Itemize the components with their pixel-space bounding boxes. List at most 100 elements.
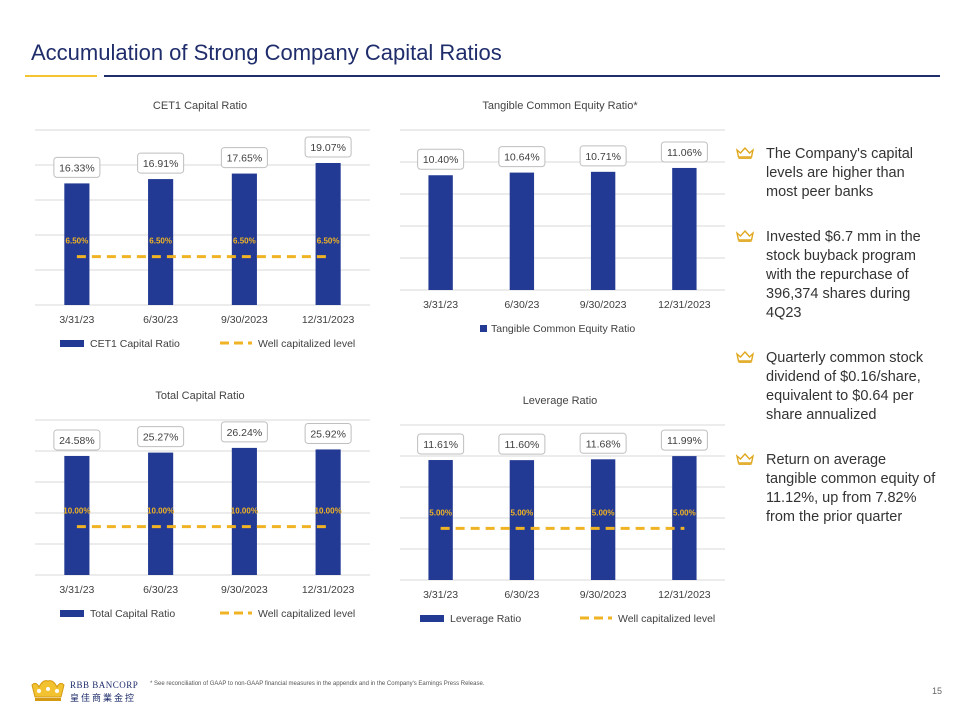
x-tick-label: 6/30/23 [504, 299, 539, 311]
chart-title: Total Capital Ratio [155, 390, 244, 402]
x-tick-label: 6/30/23 [143, 584, 178, 596]
data-label-box [304, 422, 352, 444]
bar [590, 171, 616, 290]
chart-svg: Tangible Common Equity Ratio* 10.40% 3/31/… [400, 100, 725, 335]
key-point-text: Invested $6.7 mm in the stock buyback pr… [766, 229, 921, 321]
crown-icon [736, 147, 754, 159]
data-label-box [53, 156, 101, 178]
key-point: Quarterly common stock dividend of $0.16… [736, 349, 940, 425]
bar [231, 447, 257, 575]
leverage-chart: Leverage Ratio 11.61% 3/31/23 11.60% 6/30/23… [390, 390, 730, 645]
data-label-box [137, 152, 185, 174]
data-label: 10.64% [504, 152, 540, 164]
bar [672, 167, 697, 290]
x-tick-label: 3/31/23 [423, 589, 458, 601]
crown-icon [736, 351, 754, 363]
bar [64, 183, 90, 305]
logo-crown-icon [31, 680, 65, 701]
data-label-box [220, 421, 268, 443]
tce-chart: Tangible Common Equity Ratio* 10.40% 3/31/… [390, 95, 730, 350]
bar [428, 175, 453, 290]
data-label-box [137, 426, 185, 448]
title-divider-rule [104, 75, 940, 77]
footnote: * See reconciliation of GAAP to non-GAAP… [150, 681, 485, 687]
crown-icon [736, 230, 754, 242]
key-points-list: The Company's capital levels are higher … [736, 145, 940, 553]
key-point-text: The Company's capital levels are higher … [766, 146, 914, 200]
data-label-box [579, 432, 627, 454]
threshold-label: 10.00% [147, 507, 174, 516]
company-logo: RBB BANCORP 皇佳商業金控 [30, 678, 150, 704]
legend-label: Well capitalized level [258, 338, 355, 350]
threshold-label: 10.00% [231, 507, 258, 516]
data-label: 11.68% [586, 438, 621, 450]
bar [509, 460, 535, 580]
data-label-box [417, 433, 465, 455]
data-label: 25.92% [310, 428, 346, 440]
data-label-box [660, 141, 708, 163]
legend-swatch-bar [60, 340, 84, 347]
data-label-box [53, 429, 101, 451]
chart-title: CET1 Capital Ratio [153, 100, 247, 112]
legend-swatch-bar [480, 325, 487, 332]
x-tick-label: 3/31/23 [59, 314, 94, 326]
threshold-label: 5.00% [673, 508, 696, 517]
data-label-box [660, 429, 708, 451]
data-label: 25.27% [143, 432, 179, 444]
legend-label: Total Capital Ratio [90, 608, 175, 620]
chart-svg: CET1 Capital Ratio 16.33% 3/31/23 16.91% 6/3… [35, 100, 370, 350]
logo-text-zh: 皇佳商業金控 [70, 693, 137, 703]
x-tick-label: 12/31/2023 [658, 589, 711, 601]
logo-text-en: RBB BANCORP [70, 680, 139, 690]
threshold-label: 5.00% [511, 508, 534, 517]
legend-label: Tangible Common Equity Ratio [491, 323, 635, 335]
data-label: 24.58% [59, 435, 95, 447]
bar [590, 459, 616, 580]
x-tick-label: 12/31/2023 [302, 314, 355, 326]
chart-svg: Leverage Ratio 11.61% 3/31/23 11.60% 6/30/23… [400, 395, 725, 625]
data-label-box [498, 146, 546, 168]
key-point: Return on average tangible common equity… [736, 451, 940, 527]
threshold-label: 6.50% [233, 237, 256, 246]
x-tick-label: 9/30/2023 [221, 314, 268, 326]
bar [672, 456, 697, 580]
legend-label: Well capitalized level [258, 608, 355, 620]
bar [428, 460, 453, 580]
data-label-box [304, 136, 352, 158]
total-capital-chart: Total Capital Ratio 24.58% 3/31/23 25.27% 6/… [25, 385, 375, 640]
key-point: The Company's capital levels are higher … [736, 145, 940, 202]
threshold-label: 6.50% [149, 237, 172, 246]
data-label: 11.61% [423, 439, 458, 451]
bar [231, 173, 257, 305]
legend-label: Leverage Ratio [450, 613, 521, 625]
x-tick-label: 9/30/2023 [580, 589, 627, 601]
x-tick-label: 12/31/2023 [658, 299, 711, 311]
cet1-chart: CET1 Capital Ratio 16.33% 3/31/23 16.91% 6/3… [25, 95, 375, 370]
x-tick-label: 9/30/2023 [580, 299, 627, 311]
data-label: 19.07% [310, 142, 346, 154]
data-label: 10.40% [423, 154, 459, 166]
chart-svg: Total Capital Ratio 24.58% 3/31/23 25.27% 6/… [35, 390, 370, 620]
data-label: 17.65% [227, 153, 263, 165]
data-label: 16.91% [143, 158, 179, 170]
data-label: 26.24% [227, 427, 263, 439]
bar [509, 172, 535, 290]
threshold-label: 6.50% [66, 237, 89, 246]
data-label-box [220, 147, 268, 169]
legend-swatch-bar [60, 610, 84, 617]
key-point: Invested $6.7 mm in the stock buyback pr… [736, 228, 940, 323]
threshold-label: 10.00% [63, 507, 90, 516]
data-label: 11.99% [667, 435, 702, 447]
bar [315, 162, 341, 305]
data-label: 11.06% [667, 147, 702, 159]
x-tick-label: 12/31/2023 [302, 584, 355, 596]
data-label-box [579, 145, 627, 167]
crown-icon [736, 453, 754, 465]
threshold-label: 10.00% [315, 507, 342, 516]
key-point-text: Quarterly common stock dividend of $0.16… [766, 350, 924, 423]
x-tick-label: 9/30/2023 [221, 584, 268, 596]
data-label: 11.60% [504, 439, 539, 451]
legend-label: Well capitalized level [618, 613, 715, 625]
page-number: 15 [931, 686, 942, 696]
x-tick-label: 6/30/23 [143, 314, 178, 326]
